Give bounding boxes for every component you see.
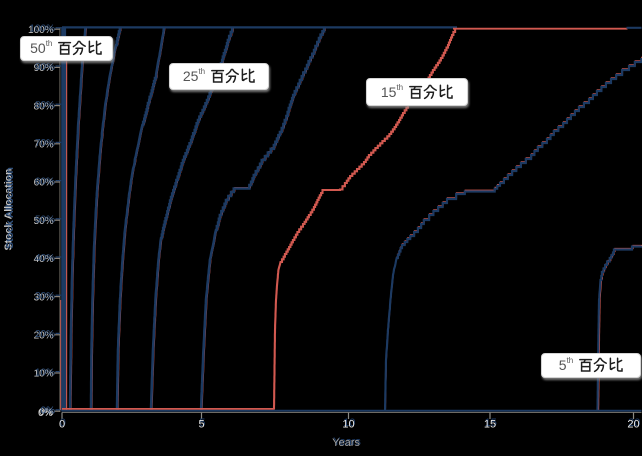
svg-text:70%: 70% xyxy=(34,140,54,151)
svg-text:100%: 100% xyxy=(29,24,55,35)
svg-text:20%: 20% xyxy=(35,329,55,340)
svg-text:40%: 40% xyxy=(35,253,55,264)
svg-text:0%: 0% xyxy=(38,408,53,419)
svg-text:Stock Allocation: Stock Allocation xyxy=(3,169,15,251)
svg-text:30%: 30% xyxy=(35,291,55,302)
svg-text:20: 20 xyxy=(627,419,639,431)
svg-text:60%: 60% xyxy=(35,176,55,187)
svg-text:5: 5 xyxy=(199,417,205,429)
svg-text:0: 0 xyxy=(59,419,65,431)
svg-text:0%: 0% xyxy=(39,407,54,418)
svg-text:70%: 70% xyxy=(35,138,55,149)
svg-text:5: 5 xyxy=(198,419,204,431)
svg-text:10%: 10% xyxy=(34,369,54,380)
svg-text:15: 15 xyxy=(484,419,496,431)
svg-text:30%: 30% xyxy=(34,292,54,303)
svg-text:20: 20 xyxy=(628,417,640,429)
svg-text:20%: 20% xyxy=(34,331,54,342)
svg-text:90%: 90% xyxy=(35,62,55,73)
svg-text:0%: 0% xyxy=(41,406,56,417)
svg-text:Years: Years xyxy=(333,436,361,448)
svg-text:40%: 40% xyxy=(34,254,54,265)
svg-text:60%: 60% xyxy=(34,178,54,189)
svg-text:50%: 50% xyxy=(35,215,55,226)
svg-text:Stock Allocation: Stock Allocation xyxy=(4,167,16,249)
svg-text:90%: 90% xyxy=(34,63,54,74)
svg-text:10%: 10% xyxy=(35,367,55,378)
svg-text:50%: 50% xyxy=(34,216,54,227)
svg-text:80%: 80% xyxy=(34,101,54,112)
svg-text:15: 15 xyxy=(485,417,497,429)
svg-text:10: 10 xyxy=(343,417,355,429)
svg-text:0%: 0% xyxy=(41,406,56,417)
svg-text:80%: 80% xyxy=(35,100,55,111)
svg-text:Years: Years xyxy=(332,437,360,449)
svg-text:100%: 100% xyxy=(28,25,54,36)
svg-text:10: 10 xyxy=(342,419,354,431)
svg-text:0: 0 xyxy=(60,417,66,429)
